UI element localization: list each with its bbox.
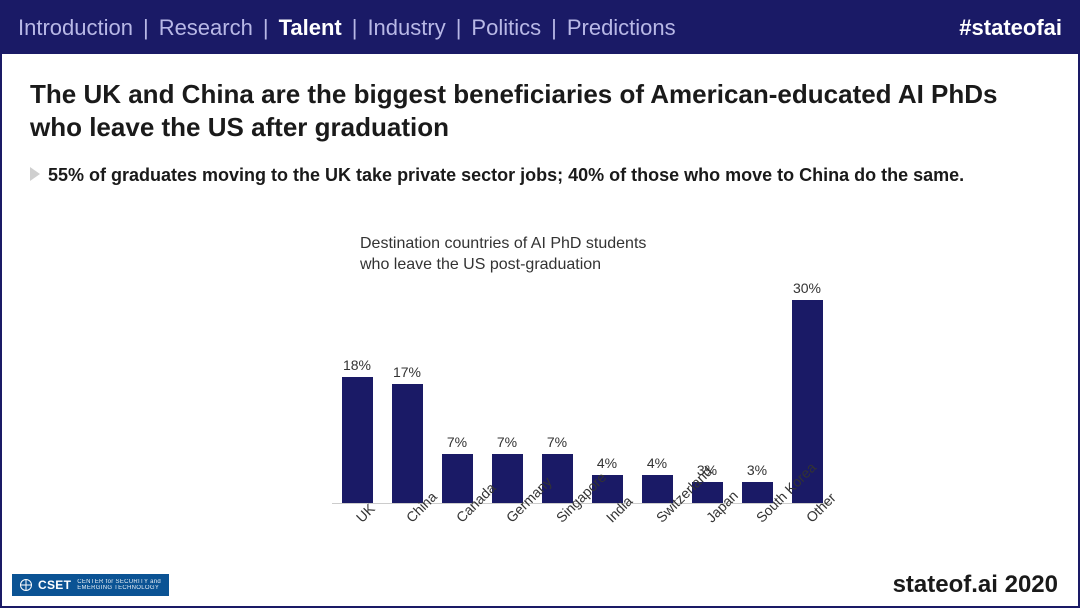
x-label-col: Other bbox=[782, 504, 832, 570]
bullet-arrow-icon bbox=[30, 167, 40, 181]
bar-value-label: 17% bbox=[393, 364, 421, 380]
bar-value-label: 7% bbox=[497, 434, 517, 450]
x-axis-labels: UKChinaCanadaGermanySingaporeIndiaSwitze… bbox=[332, 504, 832, 570]
slide: Introduction | Research | Talent | Indus… bbox=[0, 0, 1080, 608]
nav-separator: | bbox=[133, 15, 159, 41]
bars-container: 18%17%7%7%7%4%4%3%3%30% bbox=[332, 280, 832, 504]
bar bbox=[442, 454, 473, 503]
nav-item-introduction[interactable]: Introduction bbox=[18, 15, 133, 41]
bar-col: 7% bbox=[532, 280, 582, 503]
x-label-col: Canada bbox=[432, 504, 482, 570]
hashtag: #stateofai bbox=[959, 15, 1062, 41]
x-axis-label: UK bbox=[353, 500, 378, 525]
bar bbox=[392, 384, 423, 503]
cset-line2: EMERGING TECHNOLOGY bbox=[77, 585, 161, 591]
cset-sub: CENTER for SECURITY and EMERGING TECHNOL… bbox=[77, 579, 161, 591]
bar-value-label: 7% bbox=[447, 434, 467, 450]
bullet-row: 55% of graduates moving to the UK take p… bbox=[30, 163, 1050, 187]
bar-value-label: 30% bbox=[793, 280, 821, 296]
nav-item-politics[interactable]: Politics bbox=[471, 15, 541, 41]
nav-separator: | bbox=[342, 15, 368, 41]
bullet-text: 55% of graduates moving to the UK take p… bbox=[48, 163, 964, 187]
x-label-col: South Korea bbox=[732, 504, 782, 570]
bar-chart: Destination countries of AI PhD students… bbox=[332, 234, 832, 570]
bar-col: 7% bbox=[482, 280, 532, 503]
nav-item-industry[interactable]: Industry bbox=[367, 15, 445, 41]
chart-title: Destination countries of AI PhD students… bbox=[360, 234, 650, 276]
x-label-col: Switzerland bbox=[632, 504, 682, 570]
nav-item-research[interactable]: Research bbox=[159, 15, 253, 41]
cset-short: CSET bbox=[38, 578, 71, 592]
bar bbox=[492, 454, 523, 503]
bar-col: 4% bbox=[632, 280, 682, 503]
x-label-col: Singapore bbox=[532, 504, 582, 570]
cset-badge: CSET CENTER for SECURITY and EMERGING TE… bbox=[12, 574, 169, 596]
bar bbox=[342, 377, 373, 503]
bar-col: 7% bbox=[432, 280, 482, 503]
bar-value-label: 7% bbox=[547, 434, 567, 450]
nav-item-predictions[interactable]: Predictions bbox=[567, 15, 676, 41]
nav-item-talent[interactable]: Talent bbox=[279, 15, 342, 41]
bar-col: 17% bbox=[382, 280, 432, 503]
x-label-col: India bbox=[582, 504, 632, 570]
x-label-col: Germany bbox=[482, 504, 532, 570]
bar-col: 3% bbox=[732, 280, 782, 503]
nav-separator: | bbox=[253, 15, 279, 41]
nav-separator: | bbox=[446, 15, 472, 41]
nav-separator: | bbox=[541, 15, 567, 41]
x-label-col: UK bbox=[332, 504, 382, 570]
content: The UK and China are the biggest benefic… bbox=[2, 54, 1078, 568]
x-label-col: Japan bbox=[682, 504, 732, 570]
globe-icon bbox=[20, 579, 32, 591]
footer-right: stateof.ai 2020 bbox=[893, 571, 1058, 599]
bar-col: 4% bbox=[582, 280, 632, 503]
bar-value-label: 4% bbox=[647, 455, 667, 471]
chart-area: 18%17%7%7%7%4%4%3%3%30% UKChinaCanadaGer… bbox=[332, 280, 832, 570]
bar-value-label: 4% bbox=[597, 455, 617, 471]
bar-col: 18% bbox=[332, 280, 382, 503]
footer: CSET CENTER for SECURITY and EMERGING TE… bbox=[2, 568, 1078, 606]
navbar: Introduction | Research | Talent | Indus… bbox=[2, 2, 1078, 54]
bar-value-label: 3% bbox=[747, 462, 767, 478]
x-label-col: China bbox=[382, 504, 432, 570]
nav-items: Introduction | Research | Talent | Indus… bbox=[18, 15, 959, 41]
slide-title: The UK and China are the biggest benefic… bbox=[30, 78, 1050, 145]
bar-value-label: 18% bbox=[343, 357, 371, 373]
